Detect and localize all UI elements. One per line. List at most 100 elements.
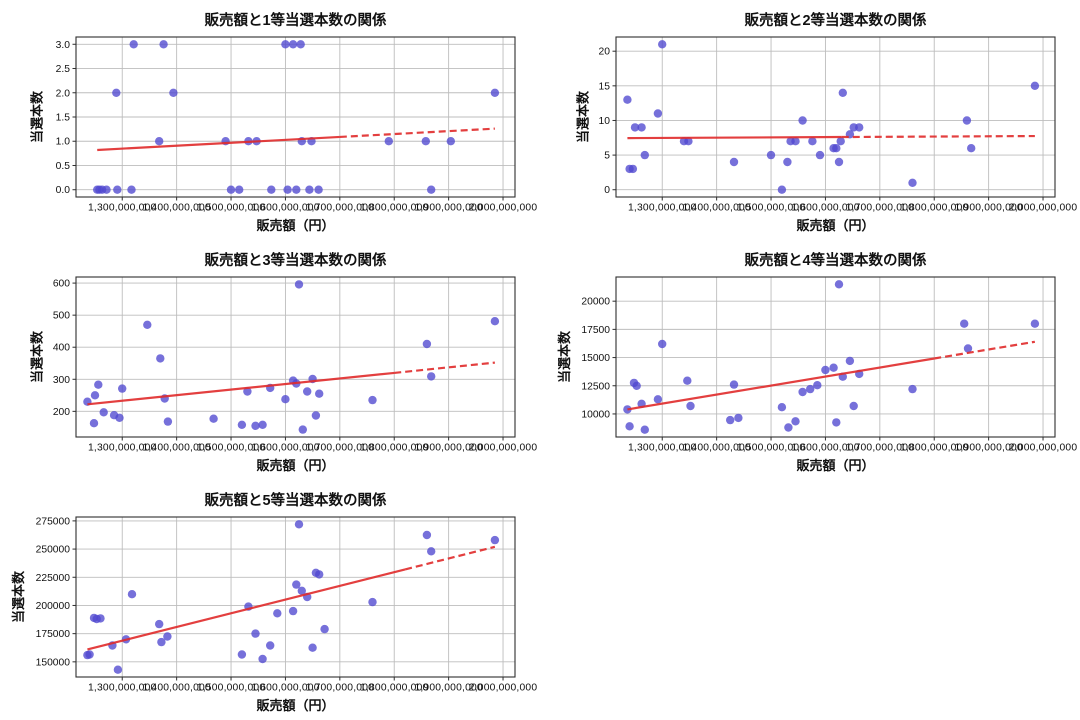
data-point (235, 185, 244, 194)
data-point (653, 395, 663, 404)
y-tick-label: 200 (53, 407, 70, 418)
data-point (849, 401, 858, 411)
x-tick-label: 1,800,000,000 (360, 203, 429, 214)
data-point (490, 88, 500, 98)
data-point (90, 391, 100, 400)
y-tick-label: 1.5 (56, 113, 71, 124)
data-point (314, 185, 323, 194)
trend-line-dashed (934, 340, 1036, 360)
data-point (967, 144, 976, 153)
chart-prize-5: 1,300,000,000 1,400,000,000 1,500,000,000 1… (0, 480, 540, 720)
x-tick-label: 1,700,000,000 (306, 683, 375, 694)
chart-prize-2: 1,300,000,000 1,400,000,000 1,500,000,000 1… (540, 0, 1080, 240)
x-tick-label: 1,400,000,000 (682, 203, 751, 214)
data-point (113, 185, 122, 194)
x-tick-label: 2,000,000,000 (1009, 203, 1078, 214)
data-point (777, 403, 787, 412)
data-point (490, 317, 500, 326)
data-point (729, 157, 739, 167)
data-point (798, 116, 807, 125)
trend-line-solid (87, 371, 395, 406)
y-tick-label: 500 (53, 311, 70, 322)
data-point (446, 137, 455, 146)
data-point (296, 40, 305, 49)
data-point (155, 619, 164, 629)
data-point (962, 116, 972, 125)
axis-title-y: 当選本数 (29, 90, 44, 143)
data-point (118, 384, 127, 393)
y-tick-label: 17500 (581, 325, 610, 336)
x-tick-label: 1,900,000,000 (414, 203, 483, 214)
data-point (163, 632, 172, 641)
data-point (834, 280, 844, 289)
data-point (163, 417, 173, 426)
data-point (422, 339, 432, 349)
data-point (115, 413, 124, 422)
data-point (281, 395, 290, 404)
data-point (292, 185, 301, 194)
axis-title-y: 当選本数 (11, 570, 26, 623)
y-tick-label: 300 (53, 375, 70, 386)
data-point (729, 380, 739, 389)
data-point (226, 185, 236, 194)
y-tick-label: 15 (599, 81, 611, 92)
data-point (686, 401, 695, 411)
data-point (112, 88, 121, 98)
y-tick-label: 175000 (36, 629, 71, 640)
data-point (791, 137, 800, 146)
data-point (640, 425, 649, 434)
data-point (427, 547, 436, 556)
plot-area (76, 277, 515, 437)
x-tick-label: 1,800,000,000 (900, 203, 969, 214)
data-point (258, 654, 267, 664)
plot-border (75, 516, 516, 678)
data-point (157, 637, 166, 647)
x-tick-label: 1,700,000,000 (846, 443, 915, 454)
data-point (632, 381, 641, 390)
data-point (99, 408, 108, 417)
chart-prize-3: 1,300,000,000 1,400,000,000 1,500,000,000 1… (0, 240, 540, 480)
data-point (298, 425, 307, 434)
data-point (113, 665, 123, 674)
y-tick-label: 200000 (36, 601, 71, 612)
data-point (684, 137, 693, 146)
y-tick-label: 10000 (581, 409, 610, 420)
scatter-plot-prize-3: 1,300,000,0001,400,000,0001,500,000,0001… (29, 251, 537, 473)
plot-area (616, 277, 1055, 437)
x-tick-label: 1,600,000,000 (251, 203, 320, 214)
data-point (808, 137, 817, 146)
x-tick-label: 1,700,000,000 (306, 203, 375, 214)
chart-title: 販売額と2等当選本数の関係 (744, 11, 927, 29)
x-tick-label: 2,000,000,000 (469, 203, 538, 214)
x-tick-label: 1,700,000,000 (846, 203, 915, 214)
data-point (960, 319, 969, 328)
plot-area (616, 37, 1055, 197)
y-tick-label: 1.0 (56, 137, 71, 148)
data-point (281, 40, 290, 49)
data-point (266, 641, 275, 650)
data-point (89, 419, 99, 428)
y-tick-label: 0.0 (56, 185, 71, 196)
x-tick-label: 1,500,000,000 (197, 683, 266, 694)
y-tick-label: 5 (604, 151, 610, 162)
data-point (273, 609, 282, 618)
trend-line-solid (97, 135, 340, 152)
chart-prize-1: 1,300,000,000 1,400,000,000 1,500,000,000 1… (0, 0, 540, 240)
data-point (237, 420, 247, 429)
axis-title-y: 当選本数 (29, 330, 44, 383)
x-tick-label: 1,800,000,000 (360, 683, 429, 694)
trend-line-solid (627, 135, 842, 140)
data-point (422, 530, 432, 540)
data-point (637, 123, 646, 132)
x-tick-label: 1,900,000,000 (414, 443, 483, 454)
scatter-plot-prize-4: 1,300,000,0001,400,000,0001,500,000,0001… (557, 251, 1077, 473)
data-point (421, 137, 430, 146)
x-tick-label: 1,800,000,000 (900, 443, 969, 454)
data-point (777, 185, 787, 194)
scatter-plot-prize-1: 1,300,000,0001,400,000,0001,500,000,0001… (29, 11, 538, 233)
axis-title-y: 当選本数 (576, 90, 591, 143)
data-point (368, 597, 377, 607)
data-point (294, 520, 304, 529)
axis-title-x: 販売額（円） (256, 698, 334, 713)
data-point (845, 356, 855, 366)
